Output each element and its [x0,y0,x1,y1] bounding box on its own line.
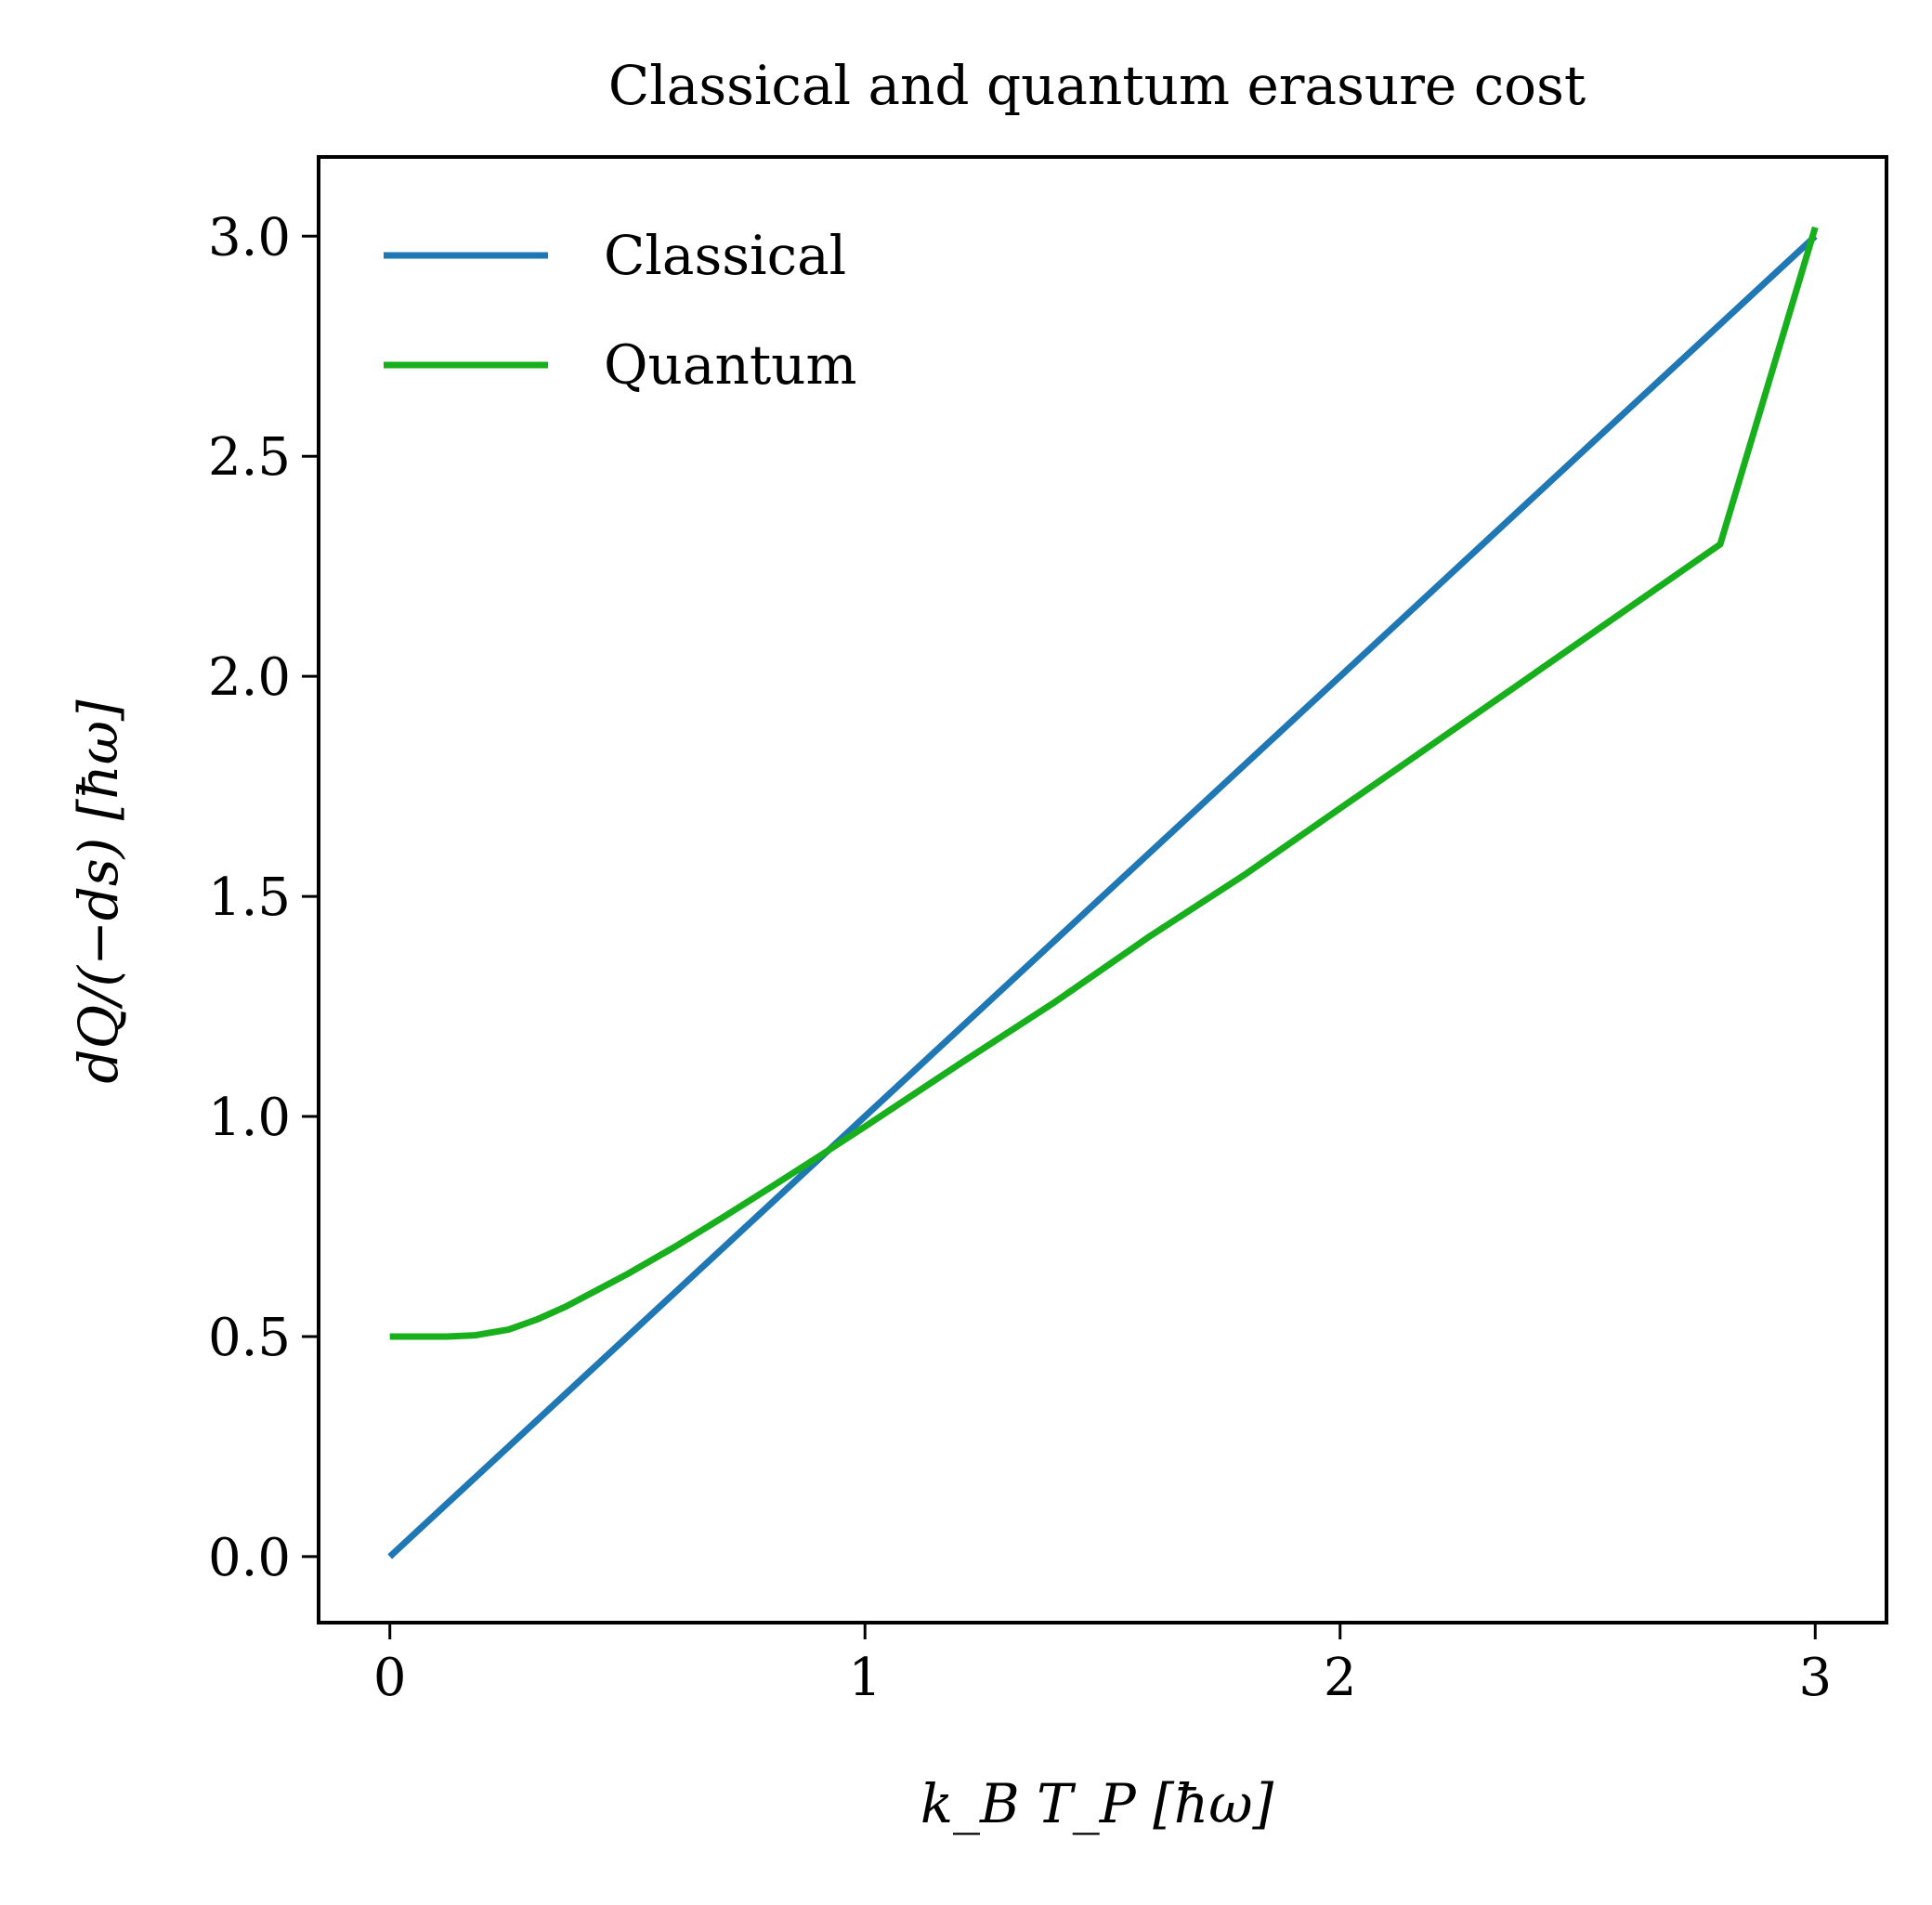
y-tick-label: 1.5 [208,868,291,928]
legend-label-classical: Classical [604,224,846,287]
y-tick-label: 1.0 [208,1088,291,1148]
x-tick-label: 1 [848,1648,881,1708]
series-lines [387,226,1819,1559]
y-tick-label: 0.0 [208,1528,291,1588]
x-tick-label: 3 [1798,1648,1832,1708]
plot-frame [317,155,1888,1624]
series-line-quantum [389,226,1819,1340]
chart-title-group: Classical and quantum erasure cost [608,54,1586,117]
y-tick-label: 2.0 [208,647,291,708]
x-axis-ticks: 0 1 2 3 [373,1623,1832,1708]
y-tick-label: 0.5 [208,1308,291,1368]
series-line-classical [387,233,1818,1559]
x-tick-label: 0 [373,1648,407,1708]
x-axis-label: k_B T_P [ħω] [920,1772,1274,1835]
y-tick-label: 3.0 [208,207,291,267]
y-axis-label: dQ/(−ds) [ħω] [67,699,130,1084]
plot-area: 0 1 2 3 0.0 0.5 1.0 1.5 2.0 2.5 3.0 [208,155,1888,1708]
y-axis-ticks: 0.0 0.5 1.0 1.5 2.0 2.5 3.0 [208,207,319,1588]
x-tick-label: 2 [1324,1648,1357,1708]
y-tick-label: 2.5 [208,427,291,488]
chart-title: Classical and quantum erasure cost [608,54,1586,117]
legend: Classical Quantum [384,224,857,397]
legend-label-quantum: Quantum [604,333,857,397]
